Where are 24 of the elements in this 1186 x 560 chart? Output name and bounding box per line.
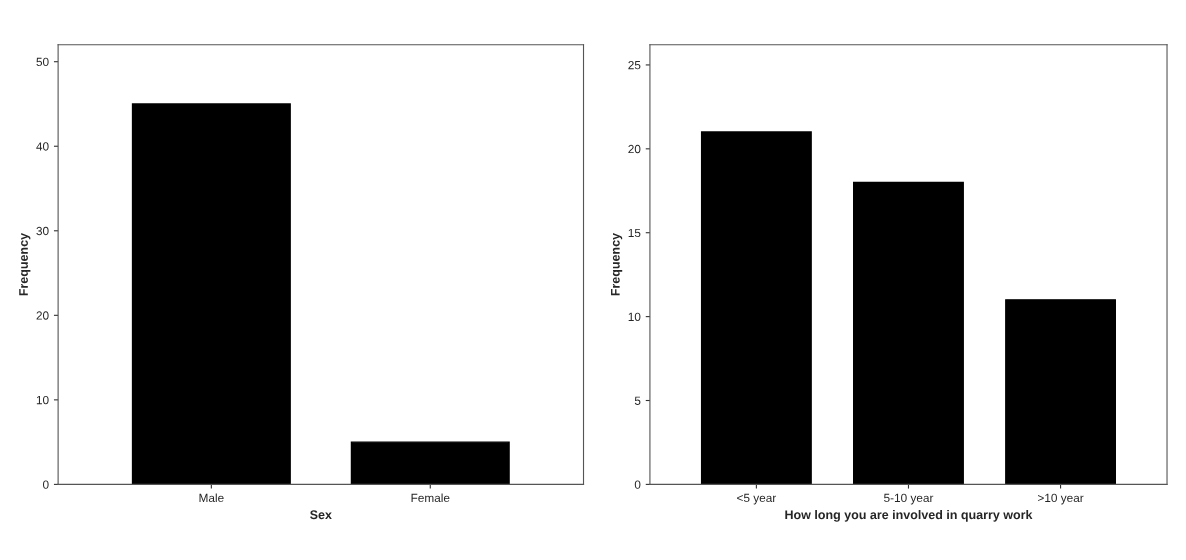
- y-tick-label: 0: [634, 480, 641, 489]
- y-axis-title: Frequency: [611, 233, 623, 296]
- y-axis-title: Frequency: [19, 233, 31, 296]
- y-tick-label: 30: [36, 226, 49, 236]
- y-tick-label: 50: [36, 57, 49, 67]
- y-tick-label: 40: [36, 142, 49, 151]
- bar: [1005, 299, 1117, 485]
- bar: [700, 131, 812, 485]
- x-tick-label: >10 year: [1038, 493, 1084, 505]
- x-tick-label: 5-10 year: [884, 493, 934, 505]
- y-tick-label: 20: [36, 311, 49, 320]
- x-axis-title: Sex: [310, 510, 332, 520]
- y-tick-label: 0: [42, 480, 49, 489]
- bar: [853, 181, 964, 485]
- y-tick-label: 15: [628, 228, 641, 238]
- x-axis-title: How long you are involved in quarry work: [785, 509, 1033, 522]
- y-tick-label: 10: [628, 312, 641, 322]
- x-tick-label: <5 year: [737, 493, 777, 505]
- y-tick-label: 25: [628, 60, 641, 70]
- x-tick-label: Male: [199, 493, 224, 503]
- y-tick-label: 20: [628, 144, 641, 154]
- y-tick-label: 5: [634, 396, 641, 405]
- y-tick-label: 10: [36, 395, 49, 405]
- x-tick-label: Female: [411, 493, 450, 503]
